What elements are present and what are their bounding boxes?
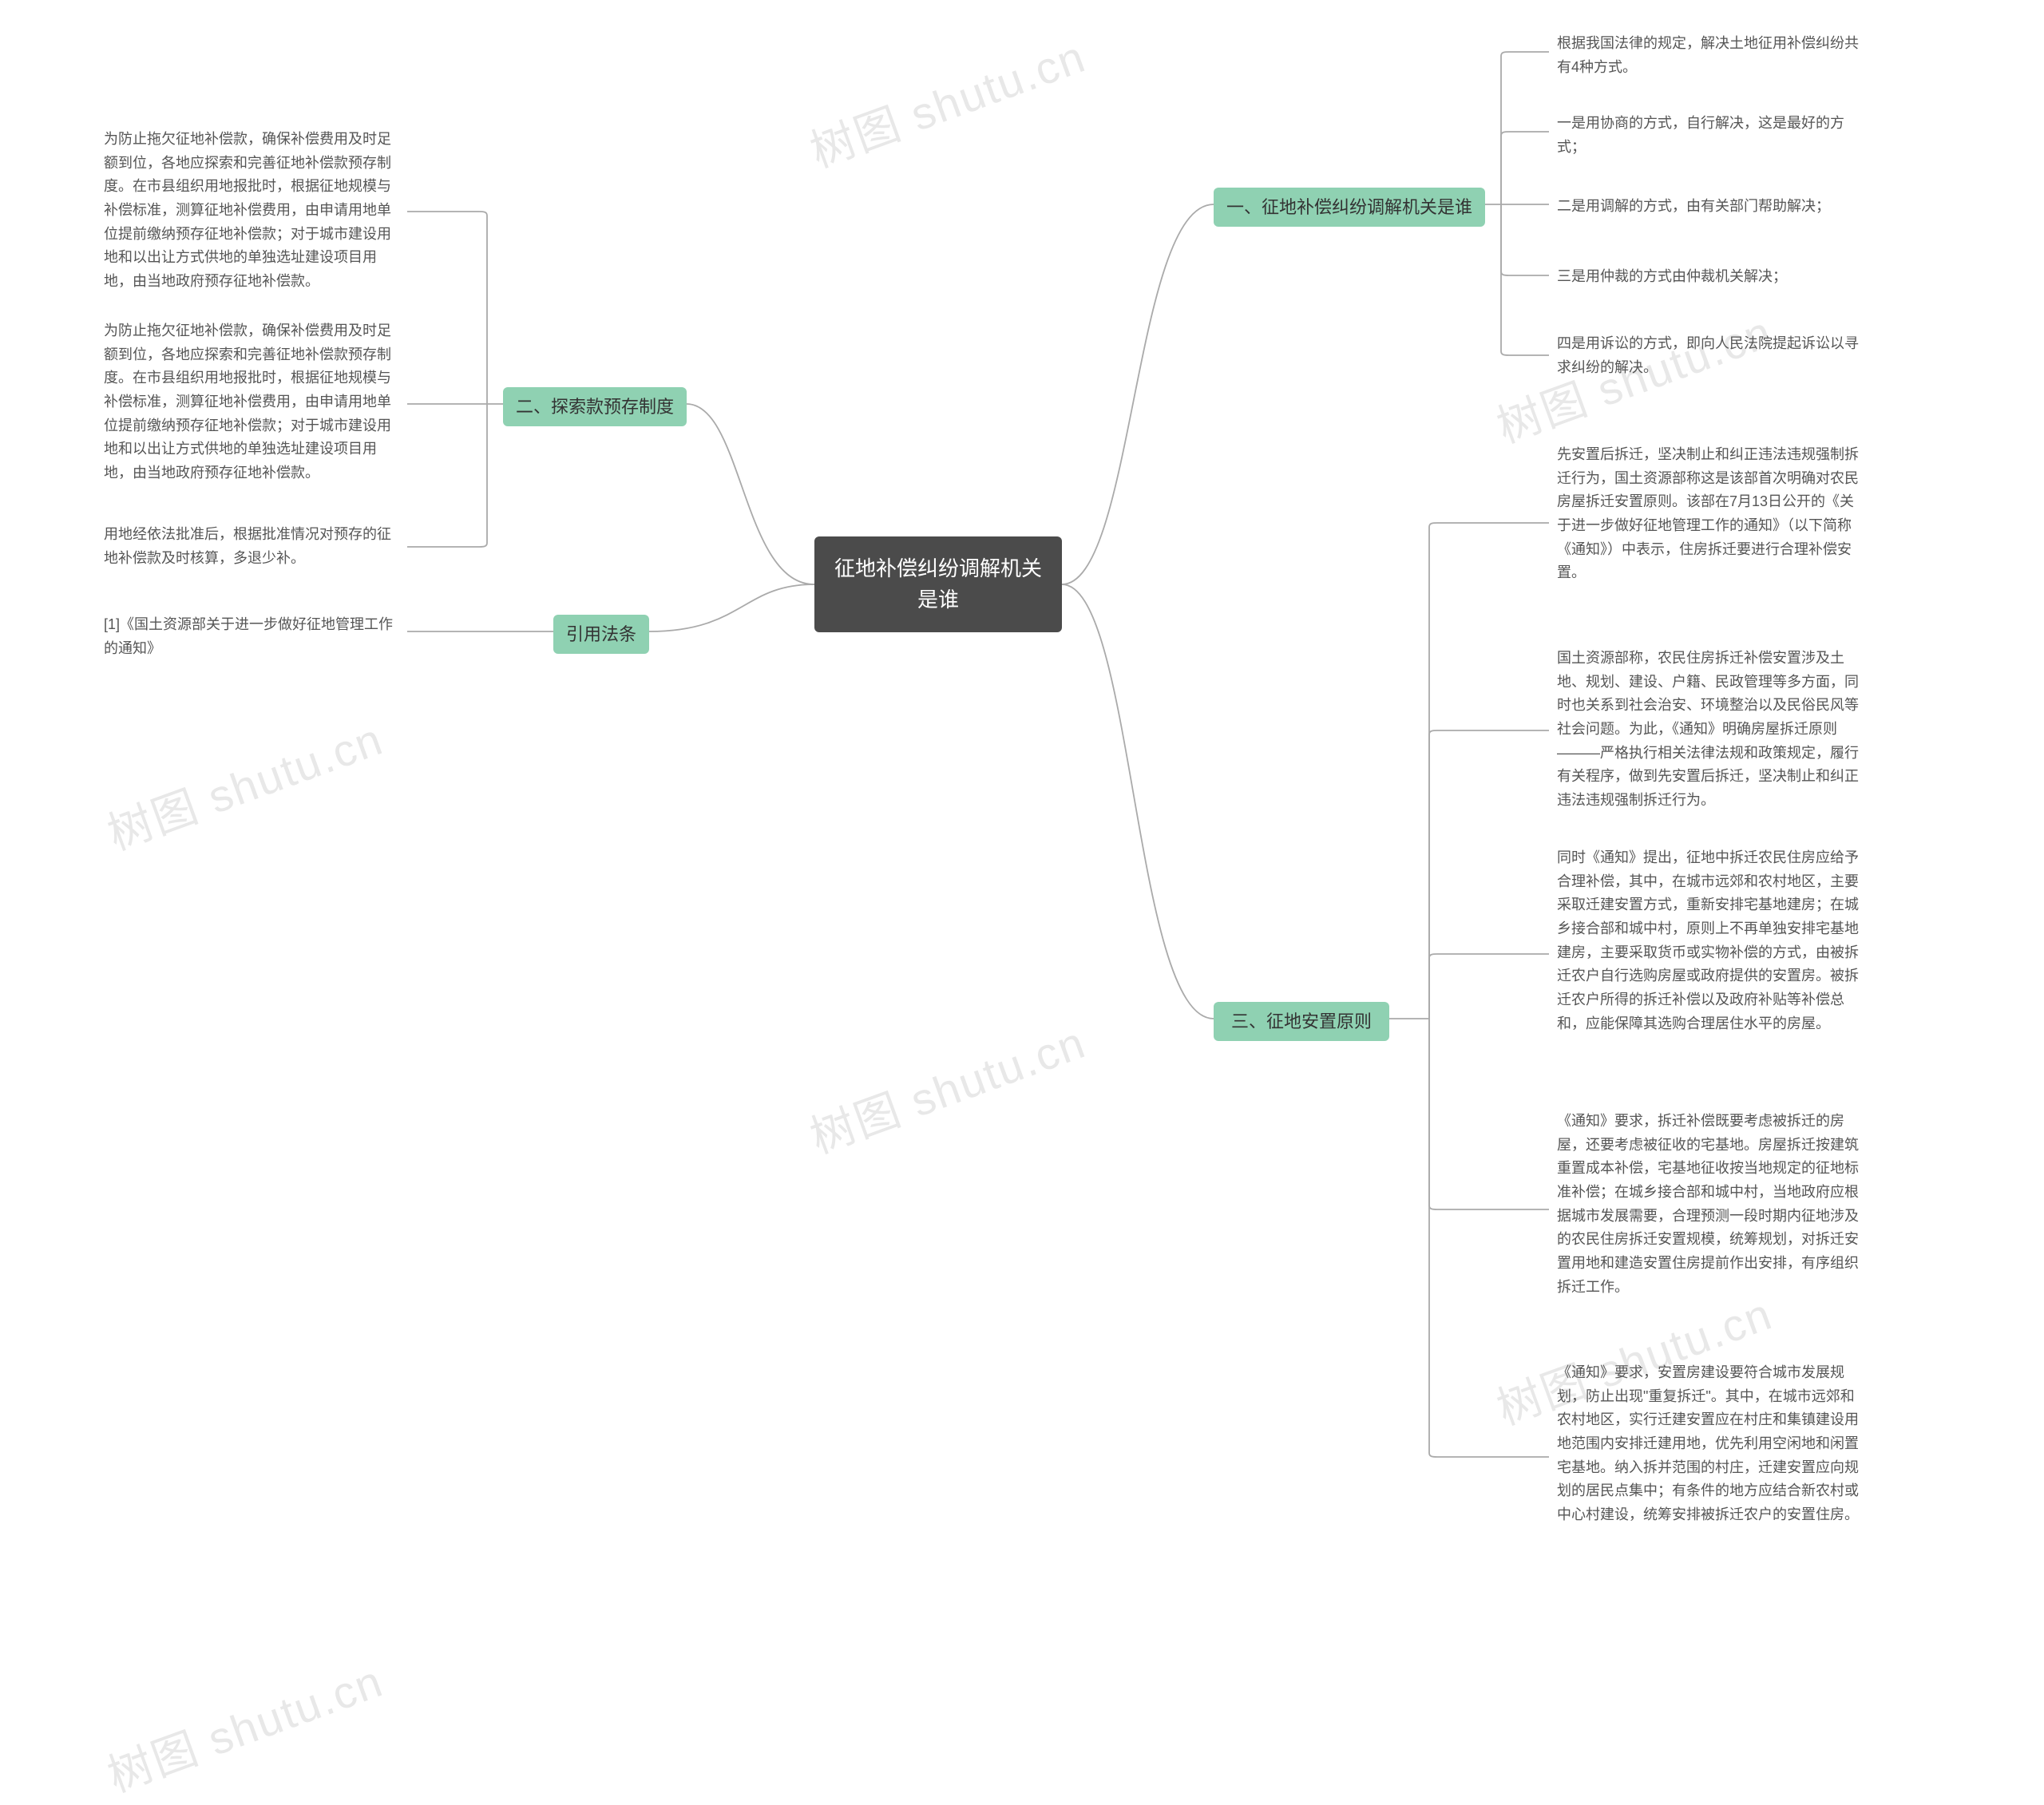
branch-right-1: 一、征地补偿纠纷调解机关是谁: [1214, 188, 1485, 227]
branch-label: 三、征地安置原则: [1231, 1008, 1372, 1035]
leaf: 同时《通知》提出，征地中拆迁农民住房应给予合理补偿，其中，在城市远郊和农村地区，…: [1557, 846, 1860, 1036]
branch-left-2: 引用法条: [553, 615, 649, 654]
leaf: 《通知》要求，安置房建设要符合城市发展规划，防止出现"重复拆迁"。其中，在城市远…: [1557, 1361, 1860, 1527]
watermark: 树图 shutu.cn: [97, 1645, 390, 1805]
leaf: 先安置后拆迁，坚决制止和纠正违法违规强制拆迁行为，国土资源部称这是该部首次明确对…: [1557, 443, 1860, 585]
branch-label: 引用法条: [566, 621, 636, 647]
leaf: 国土资源部称，农民住房拆迁补偿安置涉及土地、规划、建设、户籍、民政管理等多方面，…: [1557, 647, 1860, 813]
leaf: 一是用协商的方式，自行解决，这是最好的方式；: [1557, 112, 1860, 159]
leaf: 《通知》要求，拆迁补偿既要考虑被拆迁的房屋，还要考虑被征收的宅基地。房屋拆迁按建…: [1557, 1110, 1860, 1300]
mindmap-canvas: 树图 shutu.cn 树图 shutu.cn 树图 shutu.cn 树图 s…: [0, 0, 2044, 1772]
leaf: 为防止拖欠征地补偿款，确保补偿费用及时足额到位，各地应探索和完善征地补偿款预存制…: [104, 319, 399, 485]
branch-right-2: 三、征地安置原则: [1214, 1002, 1389, 1041]
leaf: 二是用调解的方式，由有关部门帮助解决；: [1557, 195, 1860, 219]
watermark: 树图 shutu.cn: [800, 1007, 1093, 1166]
leaf: 根据我国法律的规定，解决土地征用补偿纠纷共有4种方式。: [1557, 32, 1860, 79]
watermark: 树图 shutu.cn: [97, 703, 390, 863]
leaf: 用地经依法批准后，根据批准情况对预存的征地补偿款及时核算，多退少补。: [104, 523, 399, 570]
leaf: [1]《国土资源部关于进一步做好征地管理工作的通知》: [104, 613, 399, 660]
leaf: 四是用诉讼的方式，即向人民法院提起诉讼以寻求纠纷的解决。: [1557, 332, 1860, 379]
branch-label: 二、探索款预存制度: [516, 394, 674, 420]
branch-left-1: 二、探索款预存制度: [503, 387, 687, 426]
leaf: 为防止拖欠征地补偿款，确保补偿费用及时足额到位，各地应探索和完善征地补偿款预存制…: [104, 128, 399, 294]
root-title: 征地补偿纠纷调解机关是谁: [830, 553, 1046, 616]
branch-label: 一、征地补偿纠纷调解机关是谁: [1226, 194, 1472, 220]
leaf: 三是用仲裁的方式由仲裁机关解决；: [1557, 265, 1860, 289]
watermark: 树图 shutu.cn: [800, 21, 1093, 180]
root-node: 征地补偿纠纷调解机关是谁: [814, 536, 1062, 632]
